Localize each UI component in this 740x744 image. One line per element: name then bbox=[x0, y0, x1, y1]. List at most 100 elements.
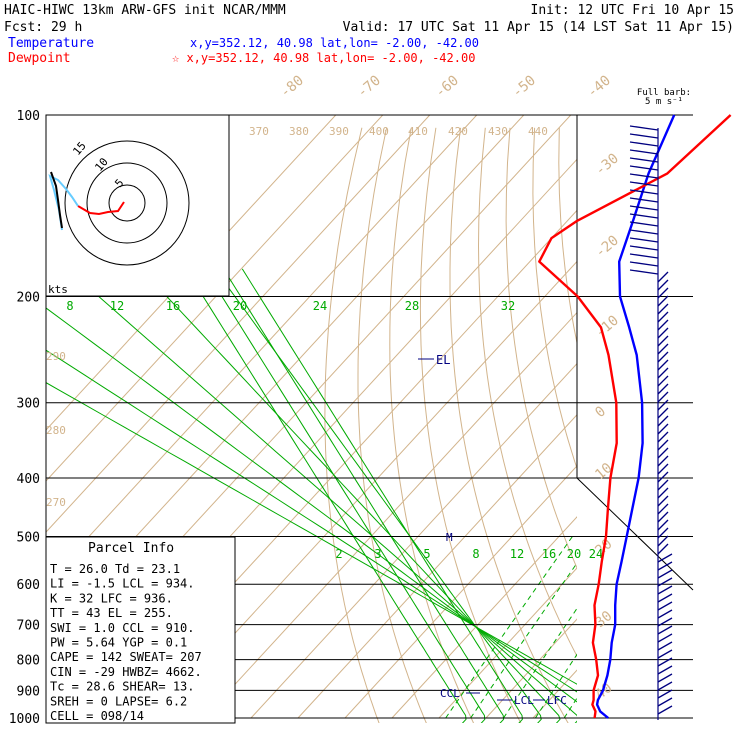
temperature-profile bbox=[595, 114, 676, 719]
pressure-tick-label: 800 bbox=[17, 654, 40, 669]
parcel-info-row: T = 26.0 Td = 23.1 bbox=[50, 562, 180, 576]
isotherm-line bbox=[485, 618, 577, 719]
isotherm-line bbox=[203, 311, 577, 719]
wind-barb bbox=[629, 221, 659, 227]
dry-adiabat-line bbox=[477, 127, 577, 658]
wind-barb bbox=[657, 479, 669, 491]
wind-barb bbox=[657, 649, 673, 659]
isotherm-line bbox=[156, 260, 577, 719]
mixing-ratio-line bbox=[445, 536, 573, 719]
wind-barb bbox=[657, 665, 673, 675]
wind-barb bbox=[629, 205, 659, 211]
theta-label: 430 bbox=[488, 125, 508, 138]
wind-barb bbox=[657, 311, 669, 323]
wind-barb bbox=[657, 705, 673, 715]
moist-adiabat-line bbox=[46, 349, 577, 693]
wind-barb bbox=[657, 495, 669, 507]
wind-barb bbox=[657, 593, 673, 603]
legend-dewpoint-location: ☆ x,y=352.12, 40.98 lat,lon= -2.00, -42.… bbox=[172, 51, 475, 65]
parcel-info-row: K = 32 LFC = 936. bbox=[50, 591, 173, 605]
wind-barb bbox=[629, 189, 659, 195]
mixing-ratio-label: 16 bbox=[542, 547, 556, 561]
mixing-ratio-line bbox=[470, 562, 577, 719]
wind-barb bbox=[657, 367, 669, 379]
wind-barb bbox=[657, 383, 669, 395]
hodograph-ring bbox=[64, 140, 190, 266]
wind-barb bbox=[657, 609, 673, 619]
wind-barb bbox=[629, 165, 659, 171]
wind-barb bbox=[657, 535, 669, 547]
wind-barb bbox=[629, 253, 659, 259]
wind-barb bbox=[657, 527, 669, 539]
wind-barb bbox=[657, 455, 669, 467]
wind-barb bbox=[629, 197, 659, 203]
theta-label: 390 bbox=[329, 125, 349, 138]
wind-barb bbox=[629, 149, 659, 155]
hodograph-ring bbox=[86, 162, 168, 244]
wind-barb bbox=[657, 327, 669, 339]
parcel-info-row: TT = 43 EL = 255. bbox=[50, 606, 173, 620]
legend-temperature-location: x,y=352.12, 40.98 lat,lon= -2.00, -42.00 bbox=[190, 36, 479, 50]
lfc-label: LFC bbox=[547, 694, 567, 707]
isotherm-label: 0 bbox=[592, 403, 609, 421]
wind-barb bbox=[629, 229, 659, 235]
dry-adiabat-line bbox=[683, 128, 740, 731]
isotherm-label: -60 bbox=[432, 73, 462, 102]
dry-adiabat-line bbox=[633, 128, 740, 731]
theta-label: 440 bbox=[528, 125, 548, 138]
wind-barb bbox=[657, 463, 669, 475]
isotherm-line bbox=[674, 115, 740, 718]
pressure-tick-label: 1000 bbox=[9, 712, 40, 727]
dry-adiabat-line bbox=[732, 128, 740, 731]
header-valid: Valid: 17 UTC Sat 11 Apr 15 (14 LST Sat … bbox=[343, 20, 734, 35]
isotherm-line bbox=[391, 516, 577, 719]
theta-label: 270 bbox=[46, 496, 66, 509]
header-title: HAIC-HIWC 13km ARW-GFS init NCAR/MMM bbox=[4, 3, 286, 18]
wind-barb bbox=[657, 391, 669, 403]
moist-adiabat-line bbox=[66, 268, 577, 723]
mixing-ratio-line bbox=[503, 607, 577, 719]
isotherm-label: -10 bbox=[592, 313, 622, 342]
wind-barb bbox=[657, 601, 673, 611]
lcl-label: LCL bbox=[514, 694, 534, 707]
mixing-ratio-label: 24 bbox=[589, 547, 603, 561]
dry-adiabat-line bbox=[505, 127, 577, 570]
theta-label: 370 bbox=[249, 125, 269, 138]
theta-w-label: 28 bbox=[405, 299, 419, 313]
parcel-info-row: CELL = 098/14 bbox=[50, 709, 144, 723]
wind-barb bbox=[657, 641, 673, 651]
theta-w-label: 32 bbox=[501, 299, 515, 313]
dry-adiabat-line bbox=[707, 128, 740, 731]
wind-barb bbox=[657, 351, 669, 363]
isotherm-label: -80 bbox=[277, 73, 307, 102]
theta-w-label: 12 bbox=[110, 299, 124, 313]
mixing-ratio-label: 2 bbox=[335, 547, 342, 561]
theta-label: 400 bbox=[369, 125, 389, 138]
wind-barb bbox=[629, 237, 659, 243]
isotherm-line bbox=[46, 115, 337, 431]
wind-barb bbox=[657, 569, 673, 579]
isotherm-label: -20 bbox=[592, 233, 622, 262]
wind-barb bbox=[657, 343, 669, 355]
dry-adiabat-line bbox=[449, 127, 569, 723]
parcel-info-row: LI = -1.5 LCL = 934. bbox=[50, 577, 195, 591]
wind-barb bbox=[657, 681, 673, 691]
isotherm-line bbox=[46, 115, 478, 584]
dry-adiabat-line bbox=[532, 127, 577, 470]
wind-barb bbox=[657, 271, 669, 283]
parcel-info-row: CIN = -29 HWBZ= 4662. bbox=[50, 665, 202, 679]
hodograph-units: kts bbox=[48, 283, 68, 296]
pressure-tick-label: 500 bbox=[17, 530, 40, 545]
theta-label: 410 bbox=[408, 125, 428, 138]
header-init: Init: 12 UTC Fri 10 Apr 15 bbox=[531, 3, 735, 18]
wind-barb bbox=[657, 543, 669, 555]
parcel-info-panel bbox=[45, 536, 236, 724]
wind-barb bbox=[657, 617, 673, 627]
theta-w-label: 20 bbox=[233, 299, 247, 313]
mixing-ratio-label: 20 bbox=[567, 547, 581, 561]
wind-barb bbox=[657, 375, 669, 387]
theta-w-label: 16 bbox=[166, 299, 180, 313]
wind-barb bbox=[629, 261, 659, 267]
theta-label: 280 bbox=[46, 424, 66, 437]
isotherm-line bbox=[721, 115, 740, 718]
